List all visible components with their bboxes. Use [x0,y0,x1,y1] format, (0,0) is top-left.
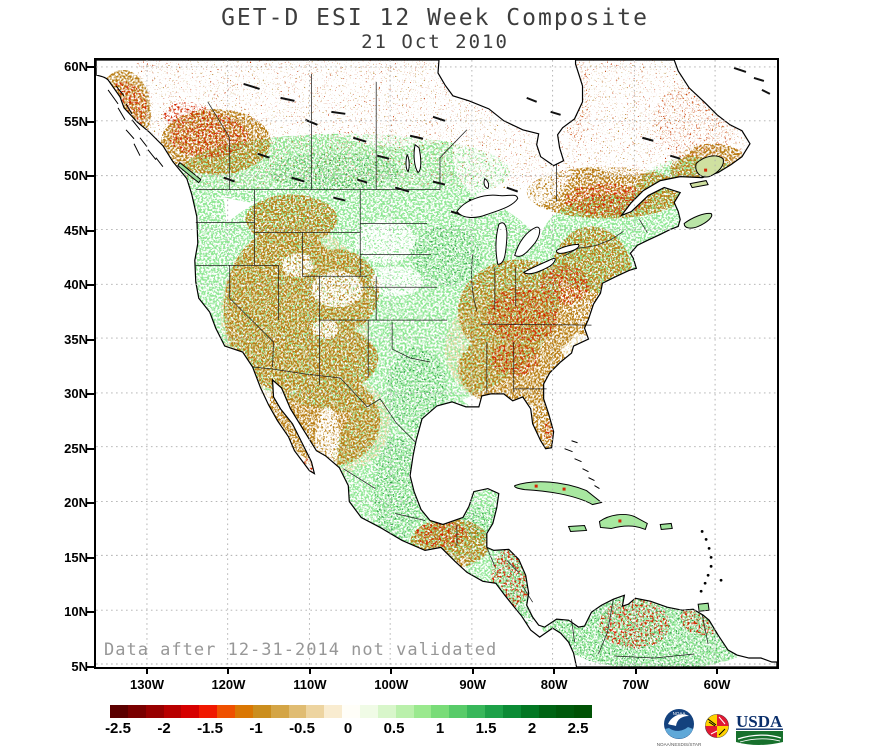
colorbar-segment [485,705,503,718]
lon-tick-mark [146,667,148,674]
lat-tick-mark [86,120,94,123]
colorbar-tick-label: 2.5 [567,720,589,737]
lat-tick-mark [86,229,94,232]
agency-logos: NOAA NOAA/NESDIS/STAR USDA [650,702,810,749]
colorbar-segment [324,705,343,718]
colorbar-segment [538,705,557,718]
colorbar-tick-label: 0 [343,720,353,737]
colorbar-tick-label: 0.5 [383,720,405,737]
colorbar-segment [110,705,128,718]
lon-tick-label: 120W [211,677,246,692]
colorbar-tick-label: -2.5 [105,720,131,737]
colorbar-segment [217,705,236,718]
noaa-logo: NOAA NOAA/NESDIS/STAR [657,709,702,747]
colorbar-segment [127,705,146,718]
lat-tick-mark [86,338,94,341]
colorbar-segment [181,705,200,718]
lon-tick-label: 80W [540,677,568,692]
colorbar-segment [360,705,378,718]
lon-tick-mark [634,667,637,674]
lat-tick-mark [86,393,94,395]
colorbar-segment [377,705,396,718]
lat-tick-label: 60N [64,59,88,74]
lat-tick-label: 40N [64,277,88,292]
lat-tick-label: 35N [64,331,88,347]
lon-tick-label: 70W [622,677,649,692]
lon-tick-mark [390,667,393,674]
colorbar-tick-label: -1 [249,720,263,737]
colorbar-segment [252,705,271,718]
lon-tick-mark [227,667,230,674]
lat-tick-mark [86,611,94,613]
lat-tick-label: 55N [64,113,88,129]
lon-tick-label: 60W [703,677,731,692]
lon-tick-mark [471,667,474,674]
colorbar-segment [520,705,539,718]
colorbar-segment [395,705,414,718]
noaa-acronym: NOAA [673,711,686,716]
colorbar-tick-label: 2 [527,720,537,737]
state-borders [195,73,709,659]
noaa-caption: NOAA/NESDIS/STAR [657,742,702,747]
lat-tick-mark [86,447,94,450]
usda-wordmark: USDA [736,712,783,731]
lat-tick-label: 20N [64,495,88,510]
lat-tick-label: 5N [71,658,88,674]
umd-logo [705,714,729,738]
colorbar-segment [288,705,307,718]
usda-logo: USDA [736,712,783,745]
colorbar-segment [502,705,521,718]
lat-tick-label: 45N [64,222,88,238]
lon-tick-label: 130W [130,677,164,692]
plot-title: GET-D ESI 12 Week Composite [221,5,649,31]
lat-tick-mark [86,502,94,504]
colorbar-segment [306,705,325,718]
lat-tick-label: 50N [64,168,88,183]
colorbar-segment [235,705,253,718]
colorbar-tick-label: 1 [435,720,445,737]
colorbar-segment [342,705,361,718]
lon-tick-label: 100W [374,677,409,692]
map-canvas [95,59,778,668]
lat-tick-label: 25N [64,440,88,456]
colorbar-segment [467,705,486,718]
validation-note: Data after 12-31-2014 not validated [104,640,498,660]
colorbar-segment [449,705,468,718]
colorbar-tick-label: -0.5 [289,720,315,737]
lat-tick-mark [86,66,94,68]
colorbar-segment [145,705,164,718]
lat-tick-label: 15N [64,549,88,565]
colorbar [110,705,593,718]
lat-tick-mark [86,556,94,559]
lat-tick-mark [86,175,94,177]
lon-tick-mark [308,667,311,674]
lon-tick-mark [553,667,556,674]
colorbar-tick-label: -1.5 [197,720,223,737]
lon-tick-label: 90W [459,677,487,692]
islands [107,85,724,612]
lon-tick-mark [716,667,718,674]
lon-tick-label: 110W [293,677,327,692]
colorbar-tick-label: 1.5 [475,720,497,737]
grid-lines [96,60,777,667]
colorbar-segment [163,705,182,718]
lat-tick-mark [86,284,94,286]
lat-tick-mark [86,665,94,668]
colorbar-tick-label: -2 [157,720,171,737]
colorbar-segment [431,705,450,718]
lat-tick-label: 30N [64,386,88,401]
colorbar-segment [556,705,575,718]
lat-tick-label: 10N [64,604,88,619]
colorbar-segment [270,705,289,718]
plot-date: 21 Oct 2010 [361,31,509,53]
colorbar-segment [413,705,432,718]
map-plot: Data after 12-31-2014 not validated [94,58,779,669]
land-raster-fill [96,60,777,667]
colorbar-segment [574,705,593,718]
logos-canvas: NOAA NOAA/NESDIS/STAR USDA [657,709,783,747]
colorbar-segment [199,705,218,718]
